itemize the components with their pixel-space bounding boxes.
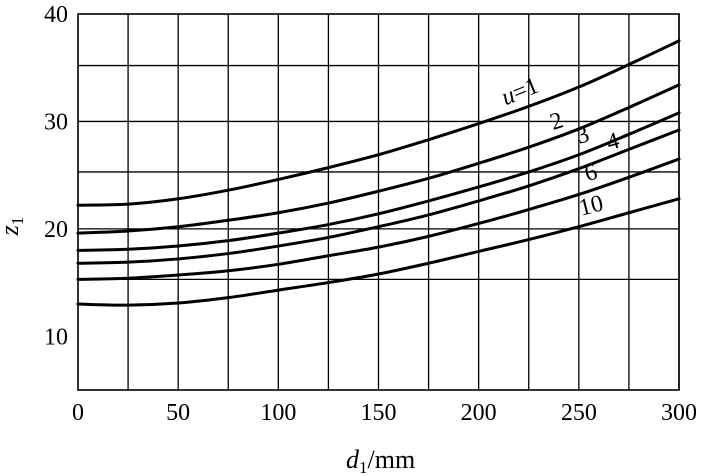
curve-6 xyxy=(76,157,681,281)
y-axis-label-main: z xyxy=(0,225,24,236)
y-tick-label: 20 xyxy=(44,217,68,243)
x-axis-label-main: d xyxy=(346,445,360,474)
x-axis-label: d1/mm xyxy=(346,445,415,476)
y-tick-label: 40 xyxy=(44,2,68,28)
x-tick-label: 0 xyxy=(72,400,84,426)
curve-label: 4 xyxy=(604,128,623,156)
curve-4 xyxy=(76,128,681,265)
x-tick-label: 100 xyxy=(260,400,296,426)
x-tick-label: 150 xyxy=(361,400,397,426)
curve-10 xyxy=(76,197,681,307)
plot-frame xyxy=(77,13,680,391)
curve-3 xyxy=(76,111,681,252)
x-axis-label-unit: /mm xyxy=(368,445,416,474)
y-axis-label: z1 xyxy=(0,217,27,237)
y-tick-label: 10 xyxy=(44,324,68,350)
tick-labels: 0 50 100 150 200 250 300 10 20 30 40 xyxy=(44,2,697,426)
x-tick-label: 250 xyxy=(561,400,597,426)
x-tick-label: 50 xyxy=(166,400,190,426)
x-tick-label: 300 xyxy=(661,400,697,426)
curve-2 xyxy=(76,83,681,235)
y-axis-label-sub: 1 xyxy=(8,217,27,226)
curve-u-1 xyxy=(76,39,681,207)
curve-label: 10 xyxy=(576,190,606,221)
curves xyxy=(76,39,681,307)
y-tick-label: 30 xyxy=(44,109,68,135)
x-tick-label: 200 xyxy=(461,400,497,426)
x-axis-label-sub: 1 xyxy=(359,458,368,476)
